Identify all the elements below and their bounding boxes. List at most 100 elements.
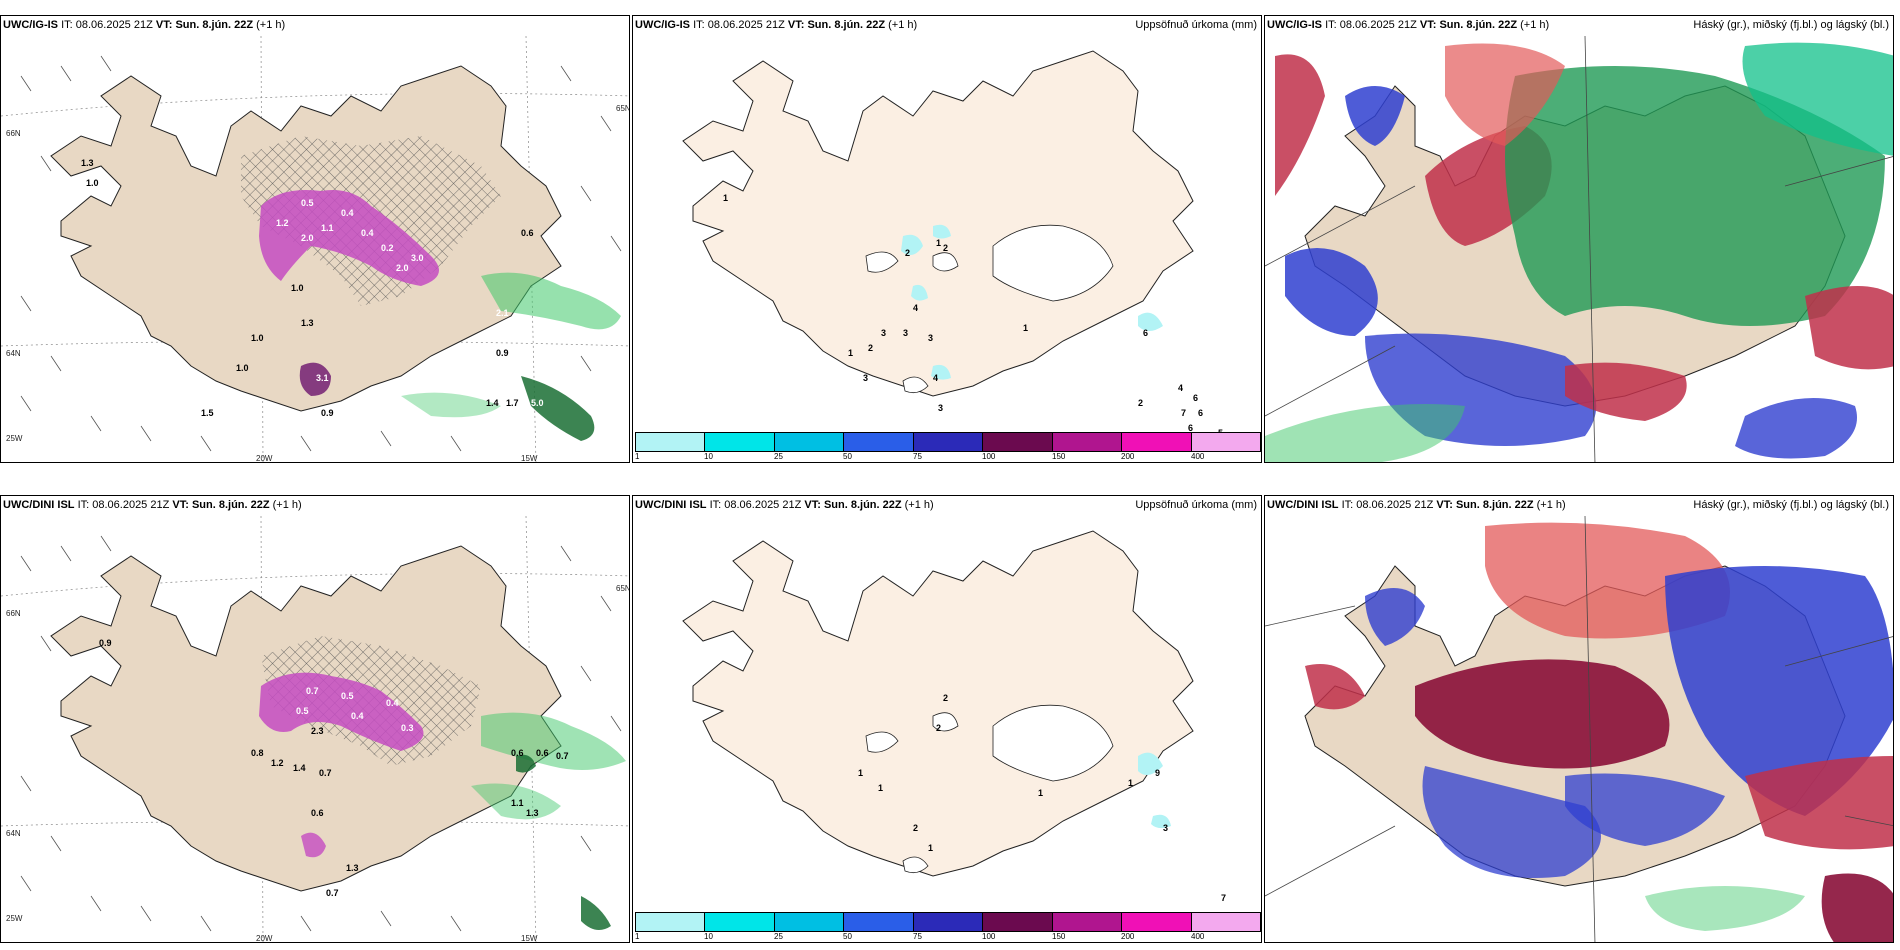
svg-text:0.7: 0.7 xyxy=(306,686,319,696)
colorbar-swatch xyxy=(705,433,775,451)
svg-text:1.3: 1.3 xyxy=(346,863,359,873)
svg-text:3: 3 xyxy=(863,373,868,383)
svg-text:0.6: 0.6 xyxy=(311,808,324,818)
svg-text:1: 1 xyxy=(936,238,941,248)
lon-label: 20W xyxy=(256,934,273,943)
precip-values: 0.7 0.5 0.4 0.5 0.4 0.3 2.3 0.8 1.2 1.4 … xyxy=(99,638,569,898)
svg-text:1.2: 1.2 xyxy=(271,758,284,768)
bottom-left-panel: UWC/DINI ISL IT: 08.06.2025 21Z VT: Sun.… xyxy=(0,495,630,943)
colorbar-swatch xyxy=(913,433,984,451)
lat-label: 66N xyxy=(6,609,21,618)
colorbar-swatch xyxy=(1052,913,1123,931)
colorbar xyxy=(635,432,1261,452)
lat-label: 64N xyxy=(6,349,21,358)
right-title: Háský (gr.), miðský (fj.bl.) og lágský (… xyxy=(1693,19,1889,31)
svg-text:1.0: 1.0 xyxy=(291,283,304,293)
svg-text:0.8: 0.8 xyxy=(251,748,264,758)
panel-header: UWC/IG-IS IT: 08.06.2025 21Z VT: Sun. 8.… xyxy=(635,19,918,31)
colorbar-swatch xyxy=(1191,913,1260,931)
colorbar-swatch xyxy=(1191,433,1260,451)
svg-text:2: 2 xyxy=(936,723,941,733)
svg-text:1.4: 1.4 xyxy=(486,398,499,408)
colorbar-swatch xyxy=(1122,433,1192,451)
precip-purple xyxy=(259,190,439,286)
svg-text:2.1: 2.1 xyxy=(496,308,509,318)
svg-text:6: 6 xyxy=(1193,393,1198,403)
svg-text:2: 2 xyxy=(905,248,910,258)
iceland-land xyxy=(682,50,1194,397)
lat-label: 65N xyxy=(616,584,630,593)
svg-text:2: 2 xyxy=(1138,398,1143,408)
lat-label: 64N xyxy=(6,829,21,838)
svg-text:3.0: 3.0 xyxy=(411,253,424,263)
colorbar-swatch xyxy=(1122,913,1192,931)
panel-header: UWC/IG-IS IT: 08.06.2025 21Z VT: Sun. 8.… xyxy=(3,19,286,31)
svg-text:0.5: 0.5 xyxy=(296,706,309,716)
svg-text:3.1: 3.1 xyxy=(316,373,329,383)
colorbar-swatch xyxy=(705,913,775,931)
svg-text:1.2: 1.2 xyxy=(276,218,289,228)
svg-text:0.4: 0.4 xyxy=(351,711,364,721)
svg-text:0.9: 0.9 xyxy=(321,408,334,418)
svg-text:0.4: 0.4 xyxy=(361,228,374,238)
svg-text:0.4: 0.4 xyxy=(341,208,354,218)
accum-precip-map: 2 2 1 1 1 1 2 1 9 3 7 xyxy=(682,530,1226,903)
colorbar-ticks: 1 10 25 50 75 100 150 200 400 xyxy=(635,452,1205,461)
svg-text:1.0: 1.0 xyxy=(236,363,249,373)
panel-header: UWC/IG-IS IT: 08.06.2025 21Z VT: Sun. 8.… xyxy=(1267,19,1550,31)
svg-text:9: 9 xyxy=(1155,768,1160,778)
svg-text:0.5: 0.5 xyxy=(341,691,354,701)
svg-text:0.6: 0.6 xyxy=(521,228,534,238)
colorbar-swatch xyxy=(774,913,845,931)
lon-label: 25W xyxy=(6,434,23,443)
svg-text:6: 6 xyxy=(1188,423,1193,433)
svg-text:6: 6 xyxy=(1143,328,1148,338)
svg-text:3: 3 xyxy=(928,333,933,343)
top-right-panel: UWC/IG-IS IT: 08.06.2025 21Z VT: Sun. 8.… xyxy=(1264,15,1894,463)
svg-text:0.6: 0.6 xyxy=(511,748,524,758)
svg-text:1.1: 1.1 xyxy=(321,223,334,233)
colorbar-swatch xyxy=(913,913,984,931)
svg-text:1.0: 1.0 xyxy=(86,178,99,188)
svg-text:2: 2 xyxy=(943,693,948,703)
svg-text:5.0: 5.0 xyxy=(531,398,544,408)
svg-text:2.0: 2.0 xyxy=(396,263,409,273)
colorbar-swatch xyxy=(1052,433,1123,451)
precip-values: 0.5 0.4 1.2 2.0 1.1 0.4 0.2 3.0 2.0 0.6 … xyxy=(81,158,544,418)
colorbar-swatch xyxy=(983,433,1053,451)
cloud-map xyxy=(1265,516,1893,942)
svg-text:0.4: 0.4 xyxy=(386,698,399,708)
top-left-panel: UWC/IG-IS IT: 08.06.2025 21Z VT: Sun. 8.… xyxy=(0,15,630,463)
colorbar-swatch xyxy=(844,433,914,451)
lat-label: 66N xyxy=(6,129,21,138)
svg-text:2.0: 2.0 xyxy=(301,233,314,243)
svg-text:3: 3 xyxy=(903,328,908,338)
svg-text:0.7: 0.7 xyxy=(556,751,569,761)
panel-header: UWC/DINI ISL IT: 08.06.2025 21Z VT: Sun.… xyxy=(3,499,302,511)
colorbar xyxy=(635,912,1261,932)
lon-label: 15W xyxy=(521,934,538,943)
svg-text:4: 4 xyxy=(1178,383,1183,393)
svg-text:7: 7 xyxy=(1181,408,1186,418)
lon-label: 15W xyxy=(521,454,538,463)
svg-text:1: 1 xyxy=(848,348,853,358)
svg-text:1: 1 xyxy=(878,783,883,793)
panel-header: UWC/DINI ISL IT: 08.06.2025 21Z VT: Sun.… xyxy=(635,499,934,511)
svg-text:1: 1 xyxy=(723,193,728,203)
svg-text:4: 4 xyxy=(913,303,918,313)
svg-text:1: 1 xyxy=(1128,778,1133,788)
panel-header: UWC/DINI ISL IT: 08.06.2025 21Z VT: Sun.… xyxy=(1267,499,1566,511)
accum-precip-map: 1 2 1 2 4 3 3 1 2 3 3 4 3 1 6 4 6 7 6 6 … xyxy=(682,50,1223,438)
svg-text:3: 3 xyxy=(938,403,943,413)
svg-text:1.5: 1.5 xyxy=(201,408,214,418)
iceland-land xyxy=(682,530,1194,877)
svg-text:0.9: 0.9 xyxy=(496,348,509,358)
colorbar-swatch xyxy=(636,433,706,451)
lat-label: 65N xyxy=(616,104,630,113)
right-title: Háský (gr.), miðský (fj.bl.) og lágský (… xyxy=(1693,499,1889,511)
svg-text:1.1: 1.1 xyxy=(511,798,524,808)
svg-text:1: 1 xyxy=(858,768,863,778)
svg-text:0.3: 0.3 xyxy=(401,723,414,733)
svg-text:4: 4 xyxy=(933,373,938,383)
colorbar-swatch xyxy=(774,433,845,451)
